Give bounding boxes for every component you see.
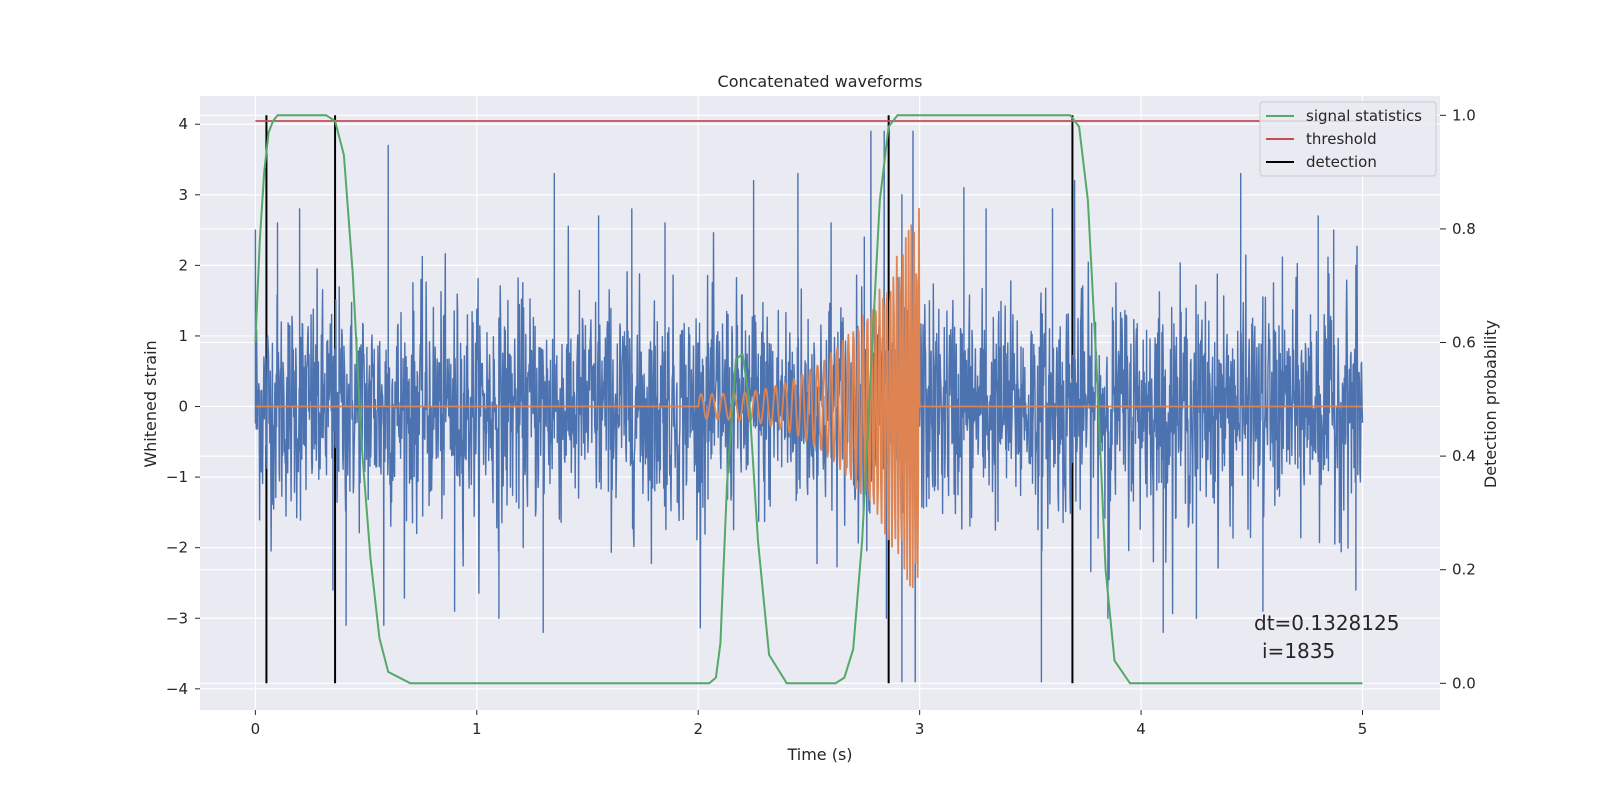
strain-series <box>254 130 1364 683</box>
legend-label-detection: detection <box>1306 153 1377 171</box>
x-tick-label: 4 <box>1136 720 1146 738</box>
legend-label-threshold: threshold <box>1306 130 1377 148</box>
legend-frame <box>1259 101 1437 177</box>
y-tick-label: −2 <box>166 539 188 557</box>
injection-line <box>255 207 1363 589</box>
y-tick-label: 0 <box>178 398 188 416</box>
y-tick-label: −3 <box>166 609 188 627</box>
x-tick-label: 2 <box>693 720 703 738</box>
y2-tick-label: 0.8 <box>1452 220 1476 238</box>
x-axis-label: Time (s) <box>786 745 852 764</box>
y-axis-label: Whitened strain <box>141 340 160 467</box>
y2-tick-label: 0.0 <box>1452 674 1476 692</box>
x-tick-label: 3 <box>915 720 925 738</box>
x-tick-label: 5 <box>1358 720 1368 738</box>
y-tick-label: 4 <box>178 115 188 133</box>
y-tick-label: 3 <box>178 186 188 204</box>
axes: 0 1 2 3 4 5 4 3 2 1 0 −1 −2 −3 −4 1.0 0.8 0.6 0.4 0.2 0.0 <box>166 106 1476 738</box>
injection-series <box>255 207 1363 589</box>
strain-line <box>254 130 1364 683</box>
y2-tick-label: 1.0 <box>1452 106 1476 124</box>
x-tick-label: 1 <box>472 720 482 738</box>
y-tick-label: 1 <box>178 327 188 345</box>
y2-axis-label: Detection probability <box>1481 320 1500 488</box>
signal-statistics-series <box>254 114 1363 685</box>
signal-statistics-line <box>254 114 1363 685</box>
annotation-i: i=1835 <box>1262 639 1335 663</box>
y-tick-label: −1 <box>166 468 188 486</box>
y2-tick-label: 0.6 <box>1452 334 1476 352</box>
y2-tick-label: 0.4 <box>1452 447 1476 465</box>
y-tick-label: 2 <box>178 256 188 274</box>
annotation-dt: dt=0.1328125 <box>1254 611 1399 635</box>
x-tick-label: 0 <box>251 720 261 738</box>
y-tick-label: −4 <box>166 680 188 698</box>
chart-title: Concatenated waveforms <box>718 72 923 91</box>
legend: signal statistics threshold detection <box>1259 101 1437 177</box>
legend-label-signal: signal statistics <box>1306 107 1422 125</box>
y2-tick-label: 0.2 <box>1452 561 1476 579</box>
